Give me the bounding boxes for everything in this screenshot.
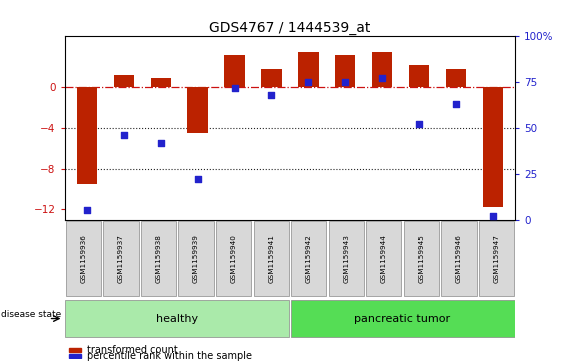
Text: healthy: healthy [157,314,198,323]
Text: GSM1159944: GSM1159944 [381,234,387,283]
Bar [366,221,401,296]
Bar [65,300,289,337]
Title: GDS4767 / 1444539_at: GDS4767 / 1444539_at [209,21,370,35]
Text: GSM1159946: GSM1159946 [456,234,462,283]
Bar [261,69,282,87]
Bar [104,221,138,296]
Bar [329,221,364,296]
Bar [479,221,514,296]
Text: transformed count: transformed count [87,345,178,355]
Text: GSM1159938: GSM1159938 [155,234,162,283]
Bar [291,221,327,296]
Bar [77,87,97,184]
Text: disease state: disease state [1,310,61,319]
Bar [441,221,476,296]
Bar [404,221,439,296]
Bar [253,221,289,296]
Text: GSM1159940: GSM1159940 [231,234,236,283]
Text: GSM1159939: GSM1159939 [193,234,199,283]
Bar [483,87,503,207]
Text: GSM1159936: GSM1159936 [81,234,87,283]
Point [489,213,498,219]
Point [230,85,239,90]
Bar [66,221,101,296]
Point [119,132,128,138]
Bar [141,221,176,296]
Point [415,121,424,127]
Point [82,208,91,213]
Bar [150,78,171,87]
Bar [335,54,355,87]
Bar [178,221,214,296]
Text: GSM1159945: GSM1159945 [418,234,425,283]
Bar [446,69,466,87]
Text: GSM1159941: GSM1159941 [268,234,274,283]
Text: percentile rank within the sample: percentile rank within the sample [87,351,252,361]
Bar [187,87,208,133]
Point [193,176,202,182]
Point [156,140,165,146]
Bar [372,52,392,87]
Point [341,79,350,85]
Point [267,92,276,98]
Bar [225,54,245,87]
Point [378,76,387,81]
Bar [291,300,515,337]
Text: pancreatic tumor: pancreatic tumor [355,314,450,323]
Bar [69,348,81,352]
Point [304,79,313,85]
Bar [69,354,81,358]
Point [452,101,461,107]
Text: GSM1159943: GSM1159943 [343,234,349,283]
Bar [216,221,251,296]
Text: GSM1159942: GSM1159942 [306,234,312,283]
Text: GSM1159947: GSM1159947 [493,234,499,283]
Text: GSM1159937: GSM1159937 [118,234,124,283]
Bar [114,75,134,87]
Bar [298,52,319,87]
Bar [409,65,430,87]
